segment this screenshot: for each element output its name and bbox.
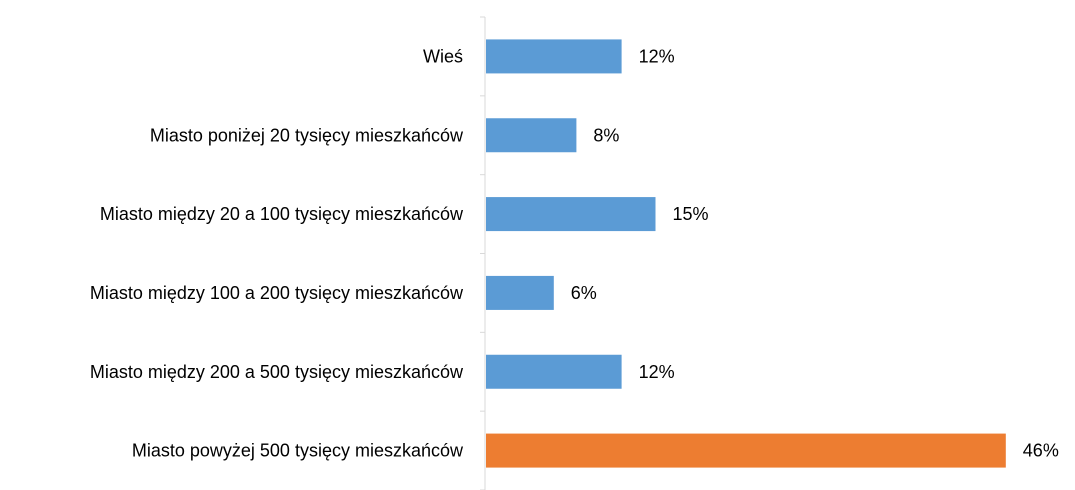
data-label: 6% — [571, 283, 597, 303]
bars-layer — [486, 39, 1006, 468]
category-label: Wieś — [423, 46, 463, 66]
data-label: 46% — [1023, 441, 1059, 461]
data-label: 12% — [639, 46, 675, 66]
data-label: 8% — [593, 125, 619, 145]
labels-layer: Wieś 12% Miasto poniżej 20 tysięcy mieszka… — [90, 46, 1059, 460]
bar — [486, 433, 1006, 468]
bar — [486, 39, 622, 74]
axis-layer — [480, 16, 486, 490]
bar — [486, 118, 577, 153]
data-label: 12% — [639, 362, 675, 382]
bar — [486, 354, 622, 389]
category-label: Miasto między 20 a 100 tysięcy mieszkańc… — [100, 204, 464, 224]
bar — [486, 197, 656, 232]
category-label: Miasto poniżej 20 tysięcy mieszkańców — [150, 125, 464, 145]
category-label: Miasto między 100 a 200 tysięcy mieszkań… — [90, 283, 464, 303]
category-label: Miasto między 200 a 500 tysięcy mieszkań… — [90, 362, 464, 382]
bar — [486, 275, 554, 310]
category-label: Miasto powyżej 500 tysięcy mieszkańców — [132, 441, 464, 461]
data-label: 15% — [673, 204, 709, 224]
